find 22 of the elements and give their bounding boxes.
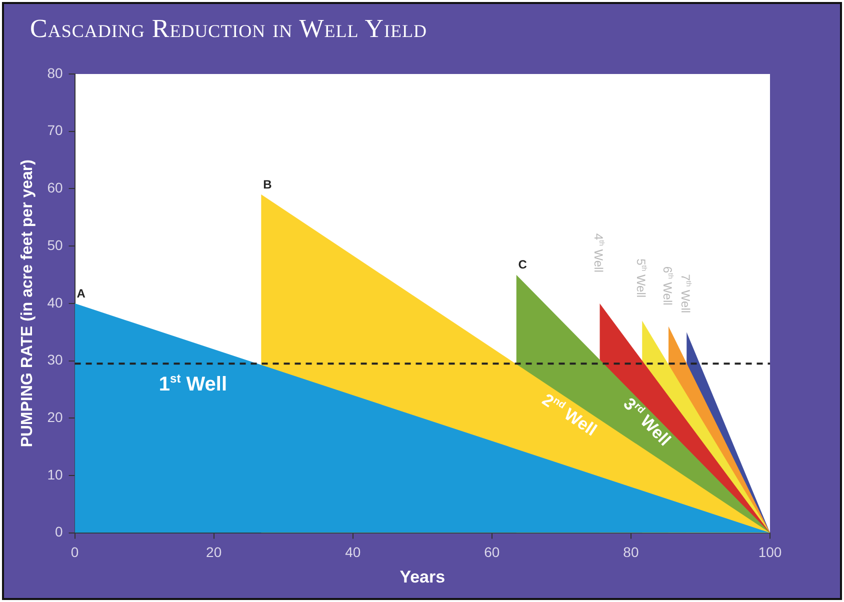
annotation: A xyxy=(76,286,86,300)
x-axis-title: Years xyxy=(400,567,446,586)
y-tick-label: 30 xyxy=(47,352,63,368)
x-tick-label: 80 xyxy=(623,544,639,560)
series-label: 2nd Well xyxy=(538,390,600,440)
x-tick-label: 40 xyxy=(345,544,361,560)
y-tick-label: 60 xyxy=(47,180,63,196)
y-tick-label: 40 xyxy=(47,294,63,310)
y-tick-label: 20 xyxy=(47,408,63,425)
x-tick-label: 60 xyxy=(484,544,500,560)
x-tick-label: 0 xyxy=(70,544,79,560)
annotation: B xyxy=(263,177,272,192)
y-tick-label: 0 xyxy=(54,524,63,540)
y-axis-title: PUMPING RATE (in acre feet per year) xyxy=(19,160,36,448)
y-tick-label: 10 xyxy=(47,466,63,482)
y-tick-label: 70 xyxy=(47,122,63,138)
y-tick-label: 50 xyxy=(47,236,63,253)
x-tick-label: 100 xyxy=(758,544,782,560)
x-tick-label: 20 xyxy=(206,544,222,560)
chart-title: Cascading Reduction in Well Yield xyxy=(30,14,428,44)
annotation: C xyxy=(518,258,528,272)
y-tick-label: 80 xyxy=(47,64,63,81)
